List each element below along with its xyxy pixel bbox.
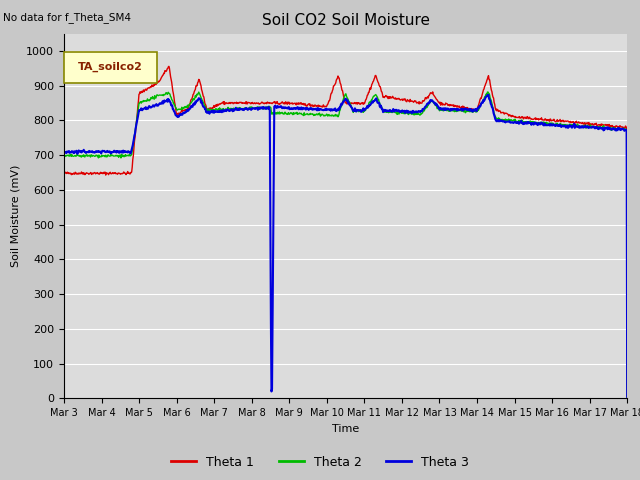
Theta 2 — [623, 396, 631, 402]
FancyBboxPatch shape — [64, 52, 157, 83]
Y-axis label: Soil Moisture (mV): Soil Moisture (mV) — [11, 165, 20, 267]
Theta 2 — [308, 111, 316, 117]
Theta 2 — [60, 152, 68, 158]
Theta 3 — [308, 106, 316, 111]
Text: TA_soilco2: TA_soilco2 — [77, 62, 143, 72]
Theta 2 — [500, 118, 508, 123]
Theta 2 — [288, 110, 296, 116]
Line: Theta 1: Theta 1 — [64, 66, 627, 398]
Theta 1 — [447, 103, 455, 108]
Theta 1 — [500, 110, 508, 116]
Theta 1 — [60, 170, 68, 176]
Theta 3 — [60, 149, 68, 155]
X-axis label: Time: Time — [332, 424, 359, 433]
Theta 1 — [289, 100, 296, 106]
Theta 3 — [510, 120, 518, 125]
Theta 3 — [288, 105, 296, 111]
Theta 1 — [308, 102, 316, 108]
Theta 1 — [510, 114, 518, 120]
Theta 3 — [623, 394, 631, 400]
Theta 3 — [118, 149, 125, 155]
Title: Soil CO2 Soil Moisture: Soil CO2 Soil Moisture — [262, 13, 429, 28]
Theta 3 — [447, 106, 454, 112]
Theta 2 — [118, 152, 125, 157]
Theta 3 — [484, 92, 492, 98]
Text: No data for f_Theta_SM4: No data for f_Theta_SM4 — [3, 12, 131, 23]
Theta 2 — [447, 108, 454, 114]
Theta 3 — [500, 119, 508, 124]
Theta 1 — [165, 63, 173, 69]
Legend: Theta 1, Theta 2, Theta 3: Theta 1, Theta 2, Theta 3 — [166, 451, 474, 474]
Line: Theta 3: Theta 3 — [64, 95, 627, 397]
Line: Theta 2: Theta 2 — [64, 92, 627, 399]
Theta 1 — [118, 170, 125, 176]
Theta 1 — [623, 395, 631, 401]
Theta 2 — [510, 117, 518, 122]
Theta 2 — [484, 89, 492, 95]
